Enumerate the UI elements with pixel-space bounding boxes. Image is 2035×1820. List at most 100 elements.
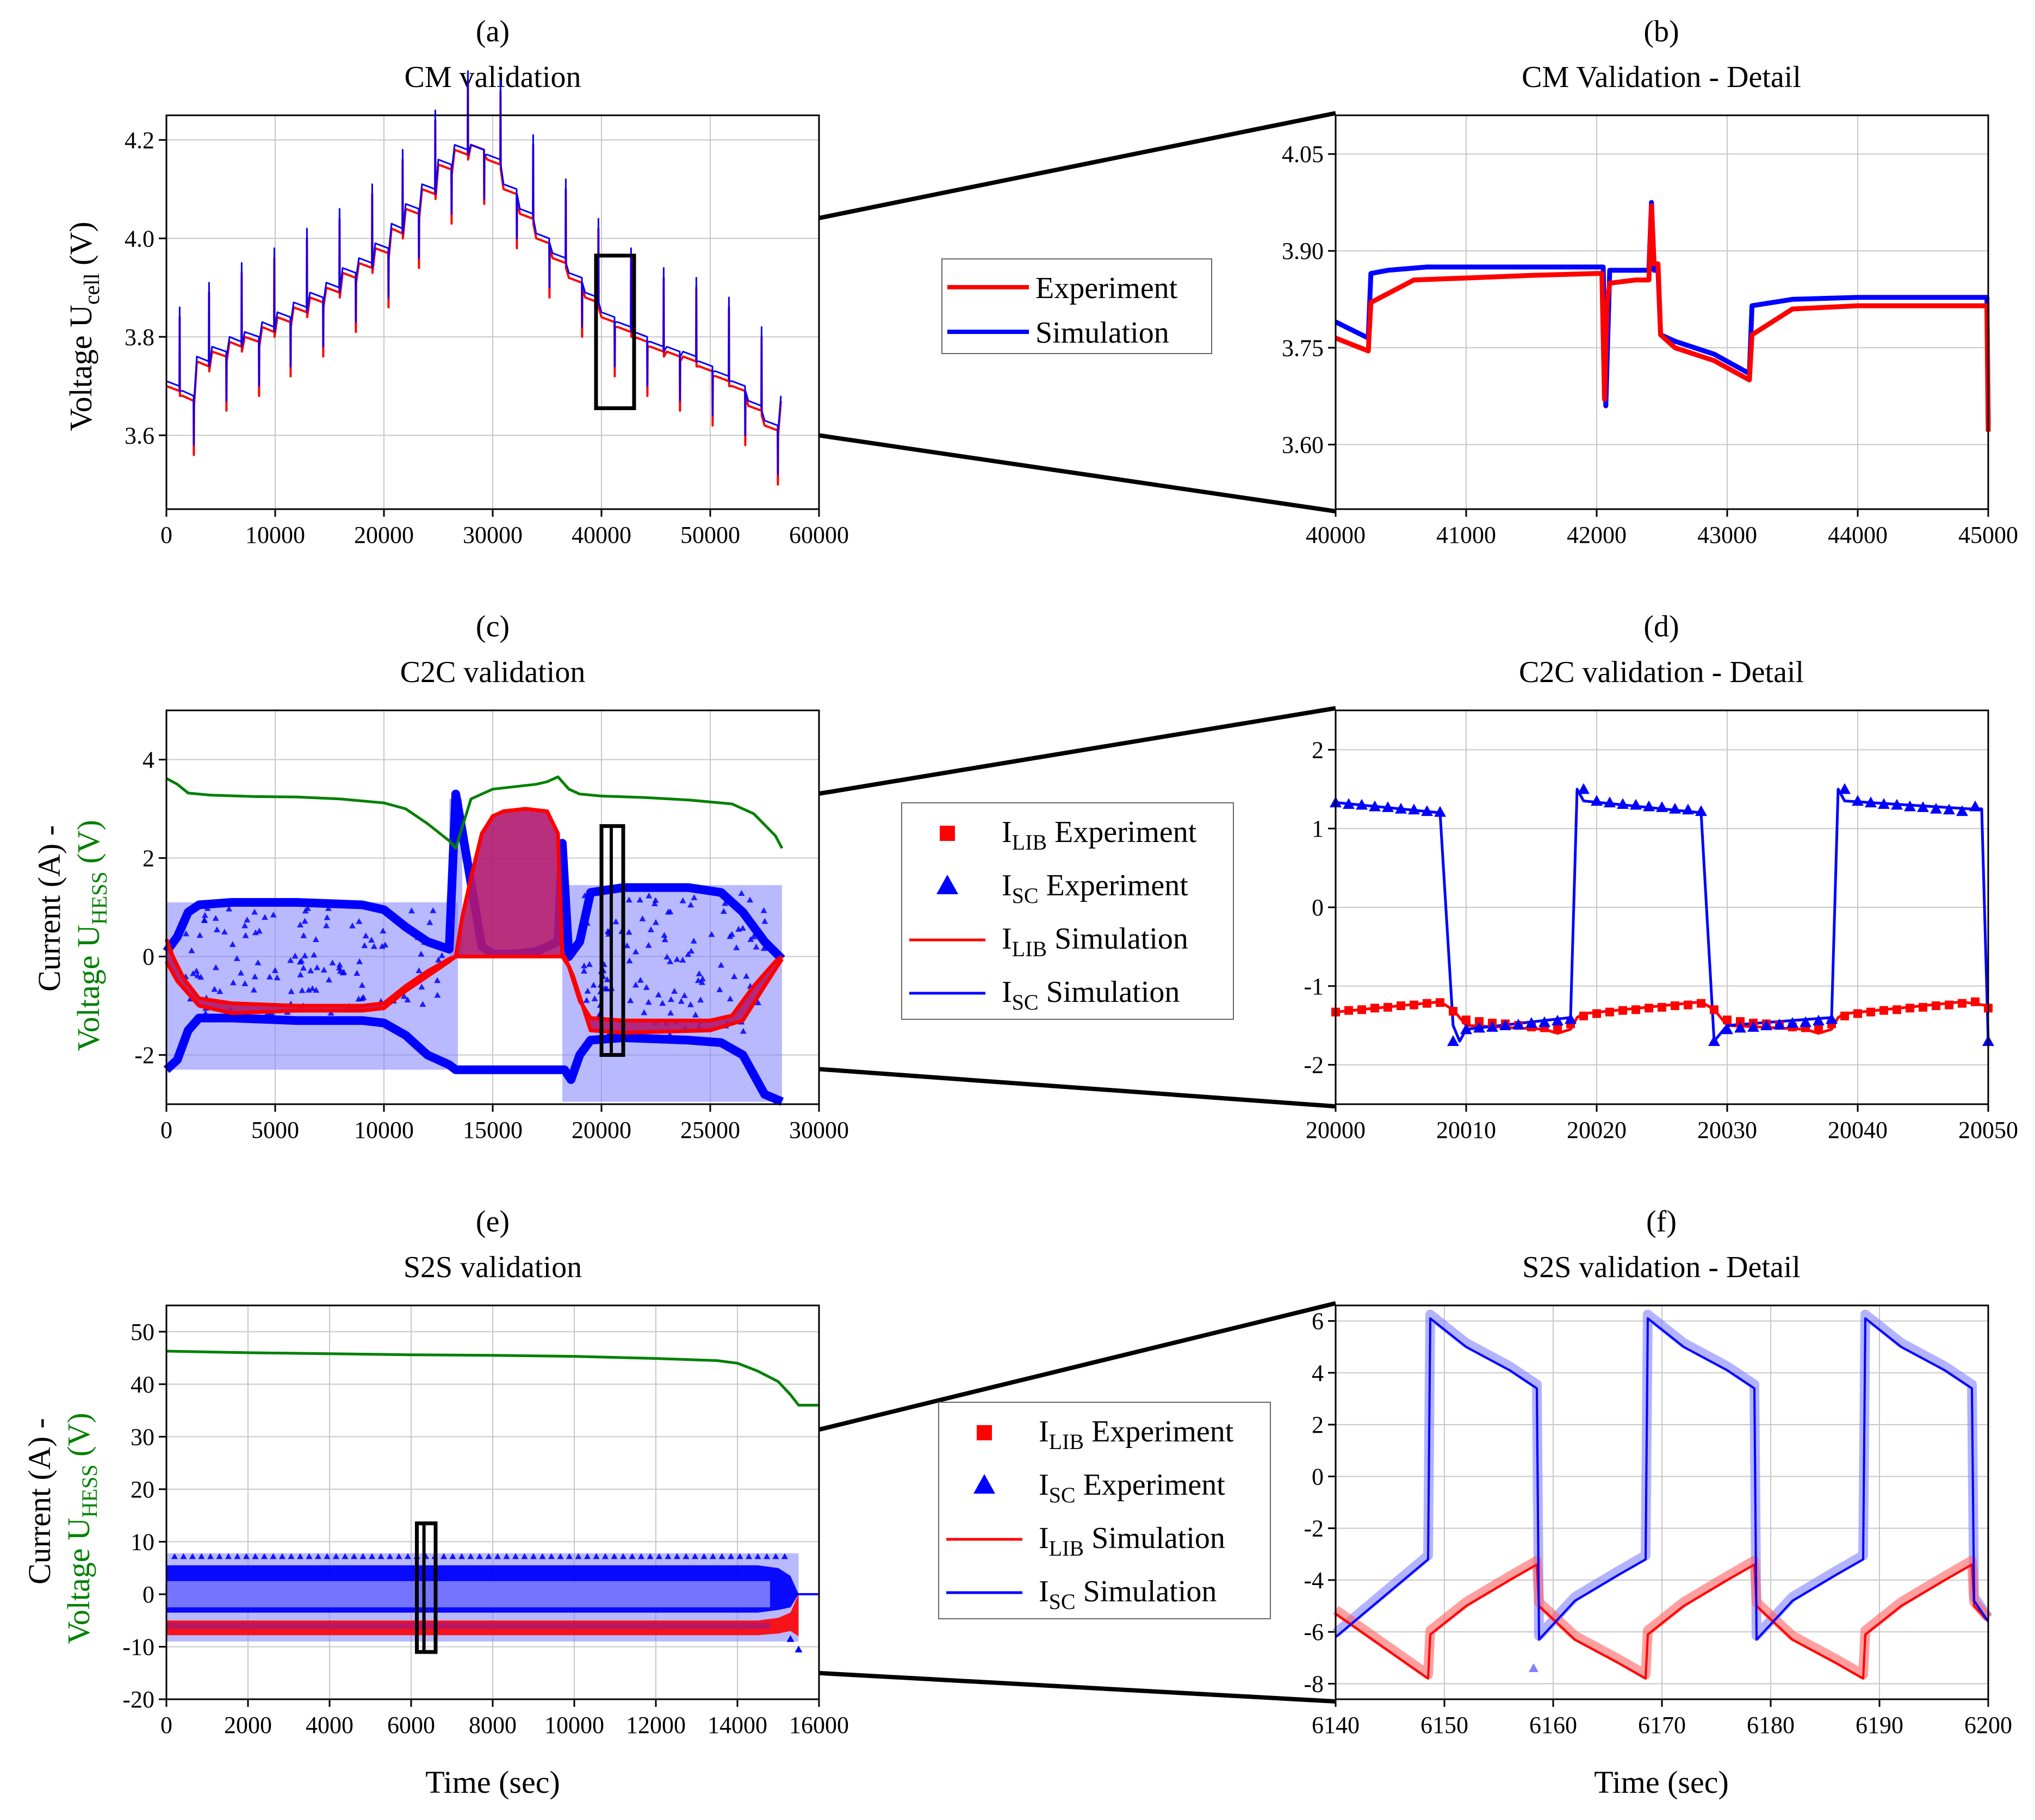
panel-d-isc-experiment-marker [1917, 801, 1929, 812]
panel-e-isc-experiment-marker [584, 1553, 591, 1559]
panel-c-isc-experiment-marker [336, 961, 343, 968]
panel-f-ilib-experiment-trace [1332, 1556, 1992, 1680]
panel-c-isc-experiment-marker [360, 994, 367, 1000]
panel-e-isc-experiment-marker [728, 1553, 734, 1559]
panel-c-isc-experiment-marker [299, 987, 306, 993]
panel-e-isc-experiment-marker [234, 1553, 241, 1559]
panel-c-isc-experiment-marker [708, 931, 715, 937]
panel-c-isc-experiment-marker [244, 917, 251, 923]
panel-c-isc-experiment-marker [716, 986, 723, 993]
panel-c-isc-experiment-marker [270, 911, 277, 918]
panel-c-isc-experiment-marker [214, 926, 221, 932]
panel-c-isc-experiment-marker [727, 933, 734, 939]
panel-d-ilib-experiment-marker [1736, 1017, 1745, 1026]
panel-d-ilib-experiment-marker [1723, 1016, 1732, 1025]
panel-e-isc-experiment-marker [243, 1553, 250, 1559]
panel-e-isc-experiment-marker [710, 1553, 716, 1559]
panel-c-isc-experiment-marker [727, 995, 734, 1002]
panel-f-frame [1335, 1304, 1989, 1700]
panel-c-isc-experiment-marker [667, 996, 674, 1002]
panel-a-y-tick-label: 4.0 [125, 225, 154, 252]
panel-d-ilib-experiment-marker [1671, 1001, 1679, 1010]
panel-c-isc-experiment-marker [717, 962, 724, 968]
panel-c-isc-experiment-marker [336, 964, 343, 971]
panel-c-y-tick-label: 0 [142, 944, 154, 970]
panel-d-ilib-experiment-marker [1906, 1004, 1914, 1013]
panel-c-isc-experiment-marker [325, 905, 332, 911]
panel-e-isc-experiment-marker [566, 1553, 573, 1559]
panel-c-isc-experiment-marker [679, 897, 686, 903]
legend-c2c: ILIB Experiment ISC Experiment ILIB Simula… [901, 802, 1234, 1020]
panel-c-isc-experiment-marker [692, 1011, 699, 1018]
panel-c-x-tick-label: 10000 [354, 1117, 414, 1143]
panel-c-isc-experiment-marker [760, 907, 767, 913]
panel-d-isc-experiment-marker [1891, 798, 1903, 810]
panel-c-isc-experiment-marker [418, 950, 425, 957]
panel-d-frame [1335, 709, 1989, 1105]
panel-c-isc-experiment-marker [255, 959, 262, 965]
panel-a-x-tick-label: 40000 [572, 522, 631, 548]
panel-a-plot-area: 0 10000 20000 30000 40000 50000 60000 3.6 3.8 4.0… [125, 70, 849, 548]
panel-f-plot-area: 6140 6150 6160 6170 6180 6190 6200 -8 -6 -4 -2 0 2 4 6 [1304, 1304, 2012, 1738]
panel-c-isc-experiment-marker [591, 995, 598, 1001]
legend-cm-simulation-label: Simulation [1035, 316, 1169, 350]
panel-b-frame [1335, 114, 1989, 510]
panel-c-x-tick-label: 25000 [680, 1117, 740, 1143]
panel-f-isc-experiment-trace [1332, 1309, 1993, 1641]
panel-a-frame [165, 114, 820, 510]
panel-c-isc-experiment-marker [584, 987, 591, 994]
panel-c-isc-experiment-marker [305, 987, 312, 993]
panel-c-isc-experiment-marker [274, 974, 281, 981]
panel-c-ilib-lower-envelope [164, 955, 784, 1035]
panel-c-isc-experiment-marker [678, 998, 685, 1004]
legend-c2c-items: ILIB Experiment ISC Experiment ILIB Simula… [909, 815, 1197, 1014]
panel-e-isc-experiment-marker [485, 1553, 492, 1559]
panel-d-label: (d) [1643, 610, 1679, 643]
panel-e-isc-experiment-marker [324, 1553, 331, 1559]
panel-e-isc-experiment-marker [575, 1553, 582, 1559]
panel-e-isc-experiment-marker [261, 1553, 268, 1559]
panel-e-isc-experiment-marker [665, 1553, 672, 1559]
panel-e-isc-experiment-marker [539, 1553, 546, 1559]
panel-c-plot-area: 0 5000 10000 15000 20000 25000 30000 -2 0 2 4 [134, 709, 849, 1143]
panel-d-x-tick-label: 20000 [1306, 1117, 1366, 1143]
panel-c-isc-experiment-marker [581, 968, 588, 974]
panel-f-isc-experiment-marker [1529, 1663, 1538, 1673]
panel-e-isc-experiment-marker [746, 1553, 752, 1559]
panel-f-x-tick-label: 6190 [1856, 1712, 1903, 1738]
panel-c-isc-experiment-marker [583, 996, 590, 1003]
panel-b-y-tick-label: 3.75 [1282, 335, 1324, 361]
legend-c2c-item-label: ILIB Experiment [1002, 815, 1197, 855]
panel-e-x-tick-label: 16000 [789, 1712, 849, 1738]
panel-e-x-tick-label: 4000 [306, 1712, 353, 1738]
panel-d-isc-experiment-marker [1930, 803, 1942, 814]
panel-f-x-tick-label: 6150 [1420, 1712, 1468, 1738]
panel-c-isc-experiment-marker [211, 986, 218, 992]
panel-c-isc-experiment-marker [760, 945, 767, 951]
panel-c-isc-experiment-marker [241, 922, 249, 928]
panel-e-isc-experiment-marker [351, 1553, 357, 1559]
panel-a-zoom-box [594, 253, 636, 410]
panel-c-isc-experiment-marker [242, 932, 249, 938]
panel-c-isc-experiment-marker [667, 1010, 674, 1016]
panel-f-title: S2S validation - Detail [1522, 1251, 1801, 1284]
panel-c-isc-experiment-marker [323, 922, 330, 928]
panel-c-ilib-upper-envelope [164, 807, 784, 1023]
legend-s2s-item-swatch-triangle [973, 1474, 995, 1494]
panel-a-y-tick-label: 4.2 [125, 127, 154, 153]
panel-c-isc-experiment-marker [435, 956, 442, 963]
panel-c-isc-experiment-marker [408, 907, 415, 914]
panel-c-isc-experiment-marker [743, 973, 750, 979]
panel-c-isc-experiment-marker [309, 985, 316, 991]
panel-c-isc-experiment-marker [647, 926, 654, 932]
panel-d-isc-experiment-marker [1486, 1021, 1498, 1032]
panel-e-plot-area: 0 2000 4000 6000 8000 10000 12000 14000 16000 -20… [122, 1304, 849, 1738]
panel-f-x-tick-label: 6180 [1747, 1712, 1795, 1738]
panel-e-y-tick-label: -10 [122, 1633, 154, 1660]
panel-c-isc-experiment-marker [688, 948, 695, 954]
panel-c-frame [165, 709, 820, 1105]
panel-c-x-tick-label: 30000 [789, 1117, 849, 1143]
panel-d-ilib-experiment-marker [1462, 1016, 1471, 1025]
panel-e-s2s-validation: (e) S2S validation Current (A) - Voltage… [22, 1205, 849, 1800]
